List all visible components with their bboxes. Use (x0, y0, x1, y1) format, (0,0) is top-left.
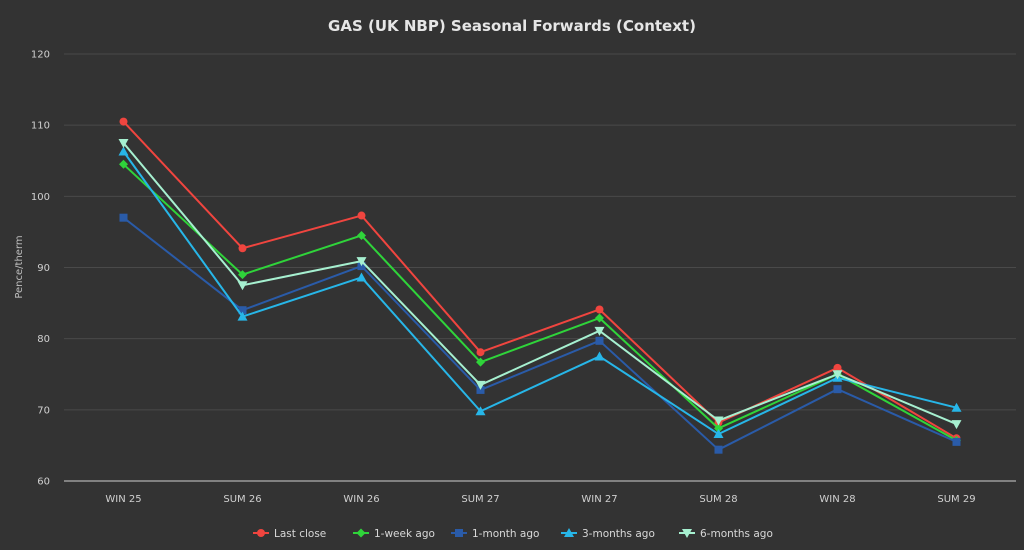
data-point-6-months-ago (475, 380, 486, 390)
data-point-6-months-ago (594, 326, 605, 336)
y-tick-label: 110 (31, 121, 50, 132)
legend-swatch-marker (682, 529, 692, 538)
data-point-6-months-ago (713, 416, 724, 426)
data-point-1-month-ago (833, 385, 842, 394)
data-point-1-month-ago (238, 306, 247, 315)
data-point-1-month-ago (714, 445, 723, 454)
legend-label: 1-week ago (374, 528, 435, 540)
data-point-3-months-ago (594, 351, 605, 361)
y-tick-label: 100 (31, 192, 50, 203)
data-point-1-week-ago (476, 357, 485, 367)
legend-item-1-week-ago[interactable]: 1-week ago (353, 528, 435, 540)
data-point-last-close (119, 117, 128, 126)
legend-label: 3-months ago (582, 528, 655, 540)
data-point-6-months-ago (356, 257, 367, 267)
data-point-1-month-ago (595, 336, 604, 345)
data-point-last-close (476, 348, 485, 357)
y-tick-label: 70 (37, 405, 50, 416)
data-point-1-week-ago (714, 423, 723, 433)
data-point-3-months-ago (237, 311, 248, 321)
data-point-6-months-ago (118, 138, 129, 148)
data-point-3-months-ago (951, 402, 962, 412)
data-point-last-close (833, 363, 842, 372)
x-tick-label: SUM 29 (937, 494, 975, 505)
x-tick-label: SUM 26 (223, 494, 261, 505)
series-lines (118, 117, 962, 454)
legend: Last close 1-week ago 1-month ago 3-months … (253, 528, 773, 540)
legend-label: 1-month ago (472, 528, 539, 540)
data-point-last-close (595, 305, 604, 314)
y-tick-label: 120 (31, 50, 50, 61)
series-line-1-month-ago (122, 216, 957, 451)
legend-item-3-months-ago[interactable]: 3-months ago (561, 528, 655, 540)
series-line-1-week-ago (122, 163, 957, 442)
y-tick-label: 90 (37, 263, 50, 274)
chart-title: GAS (UK NBP) Seasonal Forwards (Context) (328, 17, 696, 35)
legend-item-last-close[interactable]: Last close (253, 528, 326, 540)
x-tick-label: SUM 27 (461, 494, 499, 505)
legend-label: 6-months ago (700, 528, 773, 540)
data-point-1-week-ago (119, 159, 128, 169)
data-point-6-months-ago (951, 420, 962, 430)
series-line-6-months-ago (122, 142, 957, 425)
data-point-1-week-ago (595, 313, 604, 323)
grid-lines (64, 53, 1016, 411)
data-point-6-months-ago (237, 281, 248, 291)
data-point-3-months-ago (713, 429, 724, 439)
y-tick-label: 60 (37, 477, 50, 488)
data-point-1-month-ago (119, 213, 128, 222)
x-tick-label: WIN 28 (819, 494, 855, 505)
data-point-3-months-ago (356, 272, 367, 282)
data-point-6-months-ago (832, 370, 843, 380)
legend-item-1-month-ago[interactable]: 1-month ago (451, 528, 539, 540)
data-point-3-months-ago (118, 146, 129, 156)
legend-swatch-marker (257, 529, 265, 537)
series-last-close (119, 117, 961, 443)
series-6-months-ago (118, 138, 962, 430)
data-point-last-close (238, 244, 247, 253)
series-line-3-months-ago (122, 150, 957, 436)
series-line-last-close (122, 120, 958, 440)
x-tick-label: WIN 27 (581, 494, 617, 505)
y-tick-label: 80 (37, 334, 50, 345)
legend-label: Last close (274, 528, 326, 540)
data-point-last-close (357, 211, 366, 220)
legend-swatch-marker (356, 528, 366, 538)
data-point-1-week-ago (357, 230, 366, 240)
legend-item-6-months-ago[interactable]: 6-months ago (679, 528, 773, 540)
y-axis-label: Pence/therm (14, 235, 25, 298)
x-tick-label: SUM 28 (699, 494, 737, 505)
legend-swatch-marker (455, 529, 463, 537)
data-point-1-month-ago (952, 437, 961, 446)
data-point-1-week-ago (238, 270, 247, 280)
y-axis-ticks: 60 70 80 90 100 110 120 (31, 50, 50, 488)
series-1-week-ago (119, 159, 961, 445)
legend-swatch-marker (564, 528, 574, 537)
series-3-months-ago (118, 146, 962, 439)
x-axis-ticks: WIN 25 SUM 26 WIN 26 SUM 27 WIN 27 SUM 28 WIN … (105, 494, 975, 505)
x-tick-label: WIN 26 (343, 494, 379, 505)
data-point-3-months-ago (475, 406, 486, 416)
x-tick-label: WIN 25 (105, 494, 141, 505)
